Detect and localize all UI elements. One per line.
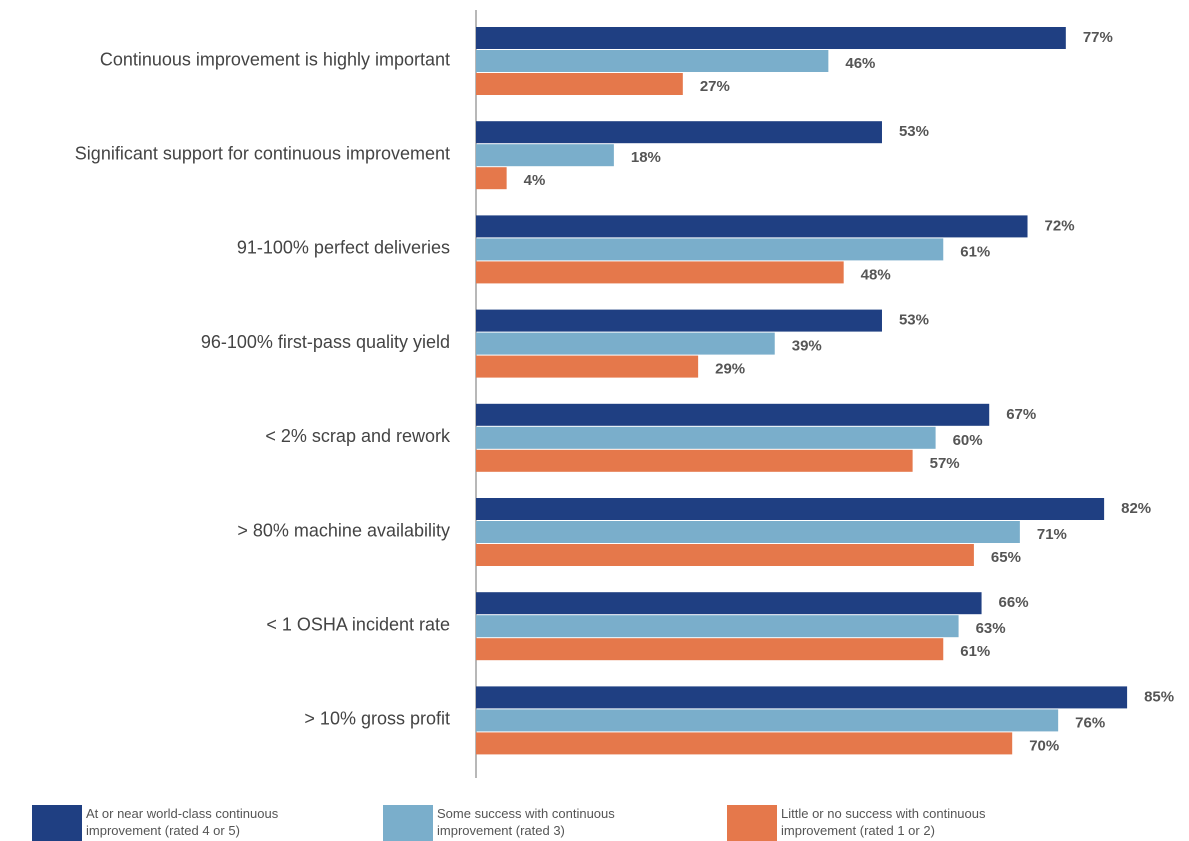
bar [476, 27, 1066, 49]
value-label: 48% [861, 266, 891, 283]
bar [476, 449, 913, 472]
value-label: 70% [1029, 737, 1059, 754]
value-label: 39% [792, 338, 822, 355]
category-label: < 2% scrap and rework [265, 426, 451, 446]
value-label: 67% [1006, 406, 1036, 423]
bar [476, 592, 982, 615]
value-label: 65% [991, 549, 1021, 566]
bar [476, 544, 974, 566]
value-label: 53% [899, 312, 929, 329]
value-label: 29% [715, 361, 745, 378]
bar [476, 238, 944, 261]
bar [476, 615, 959, 638]
category-label: > 10% gross profit [304, 709, 450, 729]
value-label: 46% [845, 55, 875, 72]
legend-swatch [383, 805, 433, 841]
bar [476, 332, 775, 355]
bar [476, 521, 1020, 543]
value-label: 4% [524, 172, 546, 189]
legend-label: Little or no success with continuous imp… [781, 806, 986, 838]
legend-label: At or near world-class continuous improv… [86, 806, 279, 838]
bar [476, 355, 699, 378]
value-label: 27% [700, 78, 730, 95]
value-label: 53% [899, 123, 929, 140]
value-label: 77% [1083, 29, 1113, 46]
bar [476, 261, 844, 284]
value-label: 66% [999, 594, 1029, 611]
category-label: Significant support for continuous impro… [75, 143, 450, 163]
bar [476, 732, 1013, 755]
bar [476, 498, 1105, 520]
legend-label: Some success with continuous improvement… [437, 806, 615, 838]
bar [476, 73, 683, 95]
value-label: 82% [1121, 500, 1151, 517]
bar [476, 50, 829, 72]
value-label: 61% [960, 243, 990, 260]
bar [476, 686, 1128, 709]
bar [476, 709, 1059, 732]
category-label: > 80% machine availability [237, 520, 450, 540]
legend-swatch [32, 805, 82, 841]
value-label: 71% [1037, 526, 1067, 543]
value-label: 18% [631, 149, 661, 166]
bar [476, 215, 1028, 238]
value-label: 72% [1045, 217, 1075, 234]
bar [476, 167, 507, 190]
legend-swatch [727, 805, 777, 841]
value-label: 76% [1075, 714, 1105, 731]
value-label: 61% [960, 643, 990, 660]
category-label: 91-100% perfect deliveries [237, 238, 450, 258]
value-label: 60% [953, 432, 983, 449]
category-label: Continuous improvement is highly importa… [100, 49, 450, 69]
category-label: 96-100% first-pass quality yield [201, 332, 450, 352]
bar [476, 638, 944, 661]
value-label: 63% [976, 620, 1006, 637]
bar [476, 426, 936, 449]
value-label: 85% [1144, 688, 1174, 705]
value-label: 57% [930, 455, 960, 472]
category-label: < 1 OSHA incident rate [266, 614, 450, 634]
bar [476, 309, 882, 332]
chart: Continuous improvement is highly importa… [75, 10, 1174, 778]
bar [476, 144, 614, 167]
bar [476, 403, 990, 426]
bar [476, 121, 882, 144]
